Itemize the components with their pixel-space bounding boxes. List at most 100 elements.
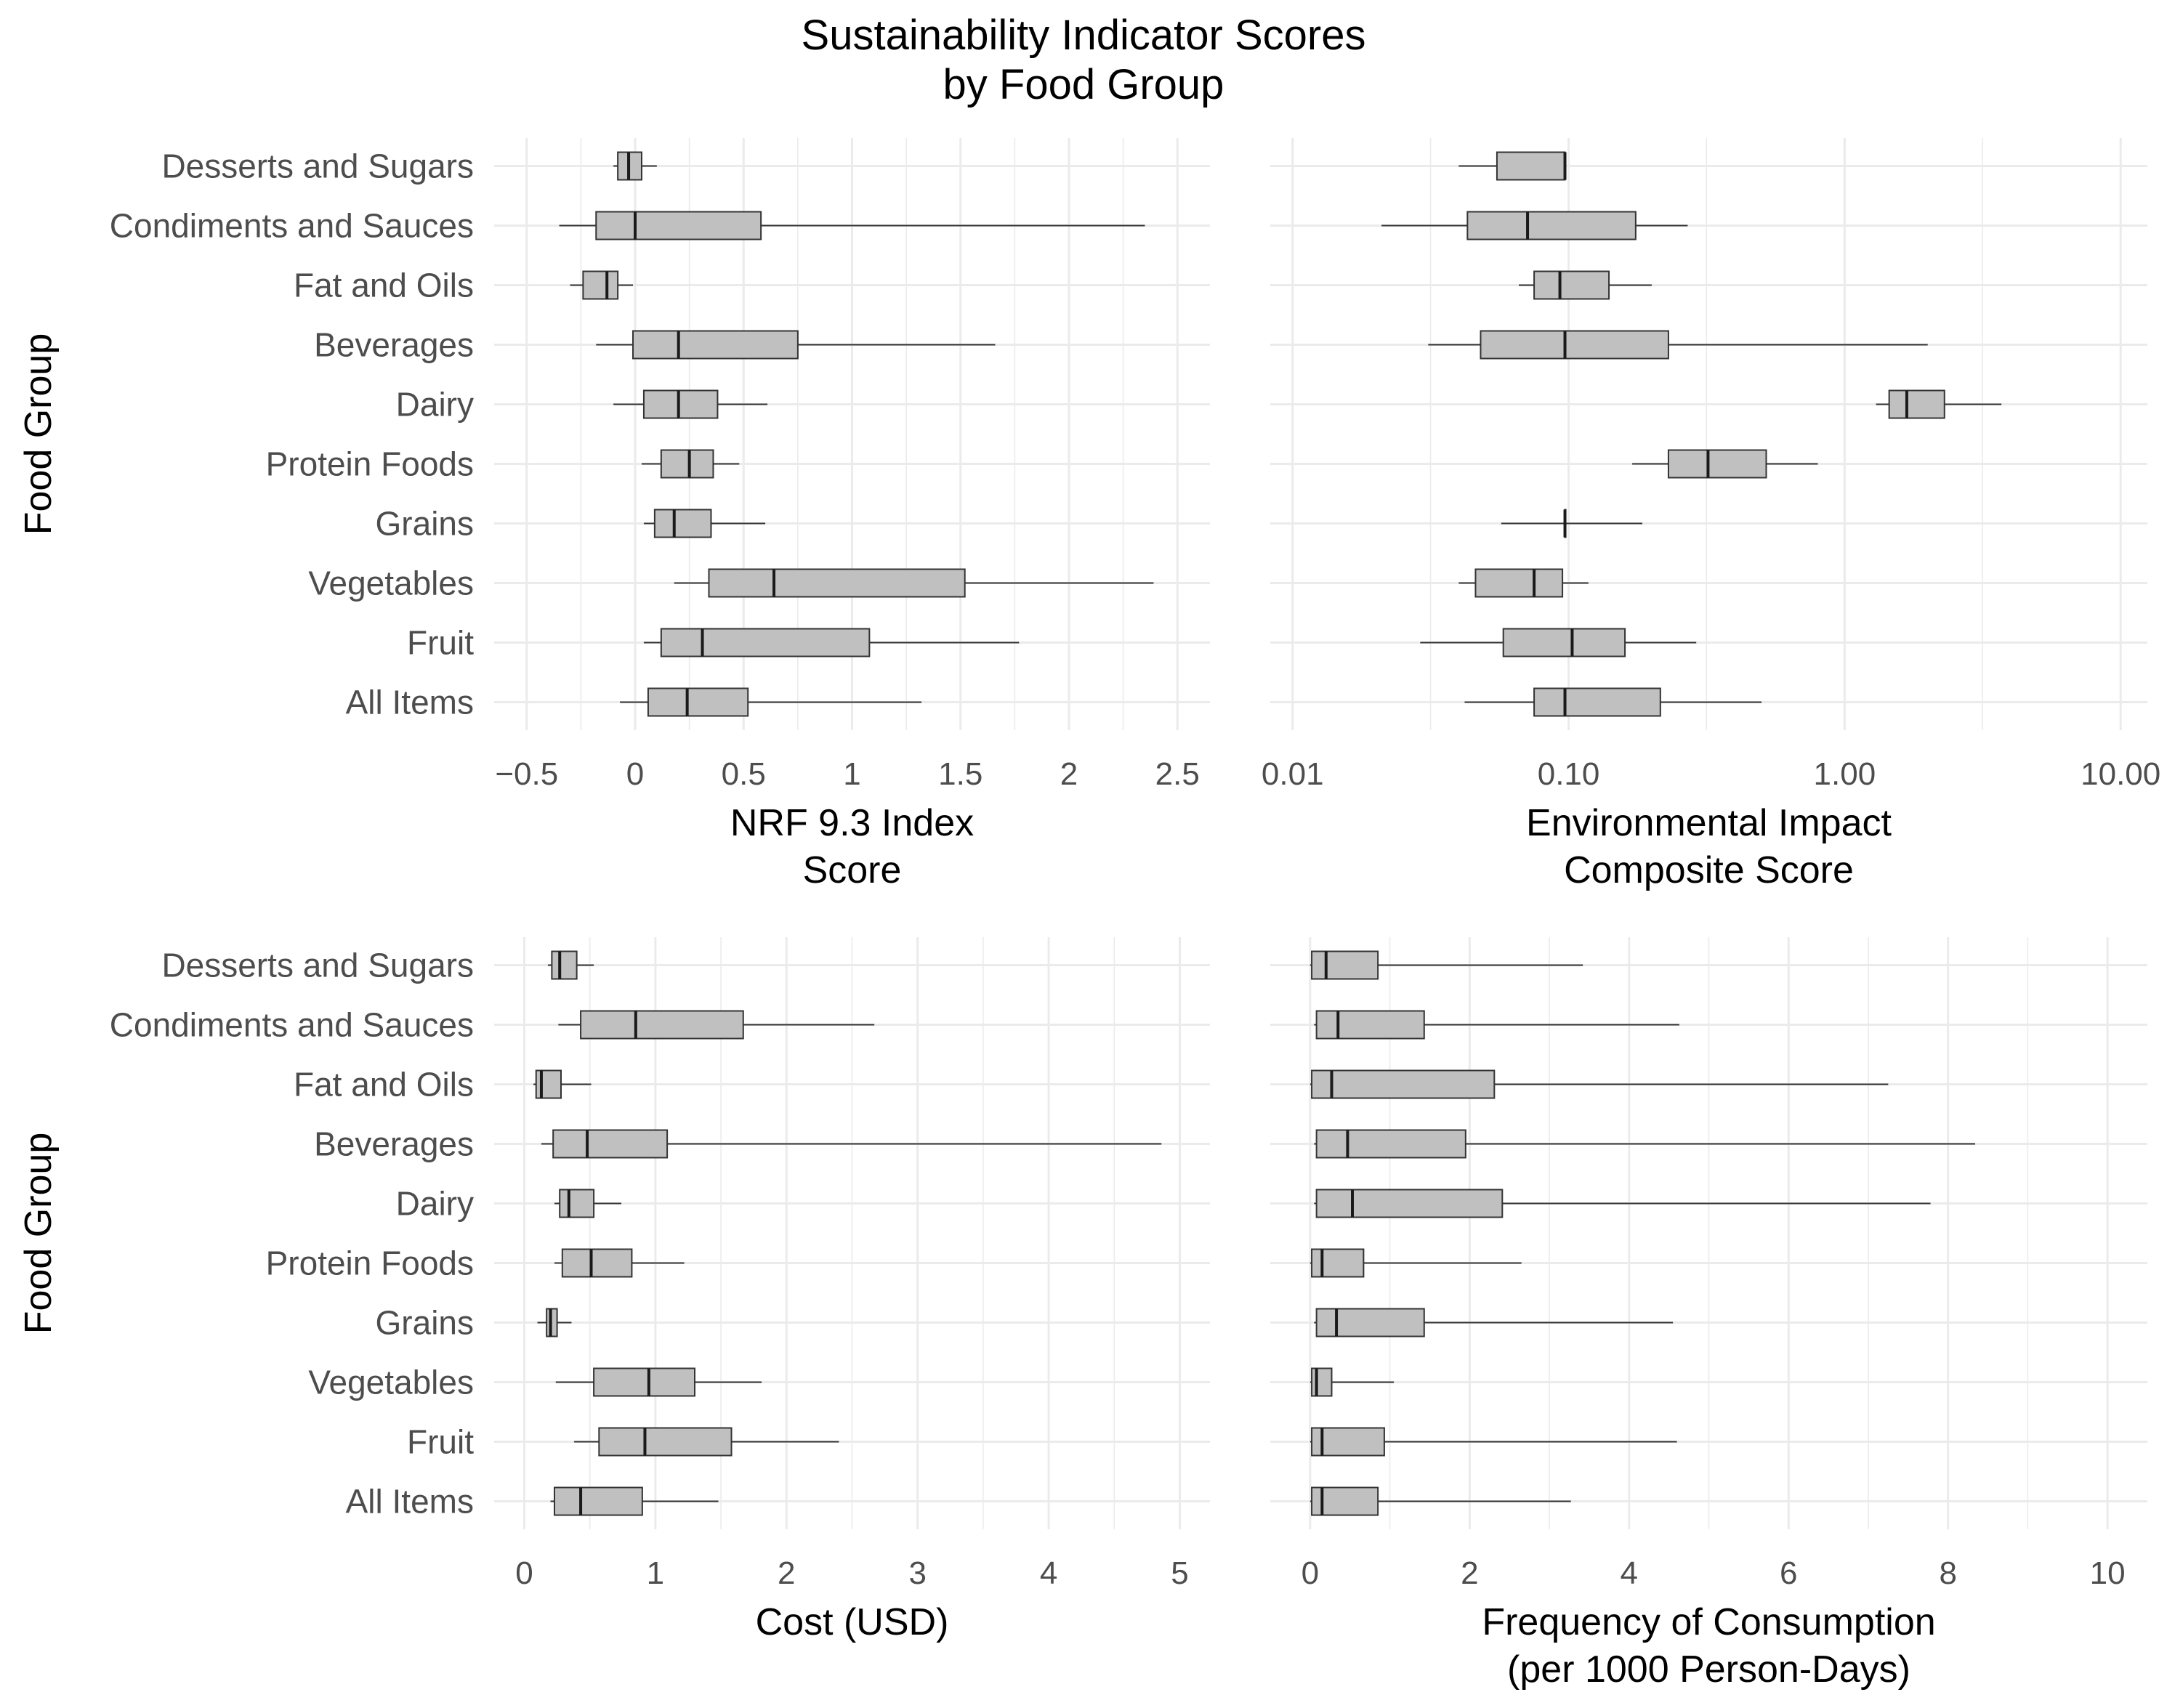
x-tick-label: 3 <box>908 1555 926 1591</box>
y-tick-label: Protein Foods <box>266 1244 474 1282</box>
x-tick-label: 4 <box>1040 1555 1057 1591</box>
boxplot-all-items <box>620 687 922 717</box>
y-tick-label: Beverages <box>314 1125 474 1163</box>
boxplot-dairy <box>1876 389 2002 419</box>
panel-4: 0 2 4 6 8 10 Frequency of Consumption (per 1000… <box>1270 937 2147 1691</box>
y-tick-label: Vegetables <box>308 564 474 602</box>
x-tick-label: 2 <box>778 1555 795 1591</box>
y-tick-label: Condiments and Sauces <box>110 207 474 245</box>
box-iqr <box>1474 568 1564 598</box>
y-tick-label: Grains <box>376 505 474 543</box>
x-tick-label: 1.00 <box>1814 756 1876 792</box>
box-iqr <box>535 1069 562 1099</box>
x-tick-label: 0 <box>1302 1555 1319 1591</box>
box-iqr <box>653 509 712 538</box>
x-tick-label: 0.01 <box>1262 756 1324 792</box>
boxplot-vegetables <box>555 1367 762 1397</box>
box-iqr <box>582 270 619 300</box>
box-iqr <box>1480 330 1669 360</box>
boxplot-grains <box>1314 1308 1674 1337</box>
boxplot-fruit <box>1420 628 1697 657</box>
boxplot-fat-and-oils <box>1519 270 1652 300</box>
x-axis-title-line-1: Environmental Impact <box>1526 802 1892 844</box>
boxplot-beverages <box>596 330 996 360</box>
boxplot-fruit <box>574 1427 839 1457</box>
box-iqr <box>1311 950 1379 980</box>
boxplot-protein-foods <box>1310 1248 1522 1278</box>
facet-panels: Desserts and Sugars Condiments and Sauces… <box>17 138 2160 1691</box>
box-iqr <box>593 1367 696 1397</box>
boxplot-condiments-and-sauces <box>1314 1010 1679 1040</box>
y-tick-label: Desserts and Sugars <box>161 147 474 185</box>
x-tick-label: −0.5 <box>495 756 558 792</box>
y-tick-label: Fruit <box>407 1423 474 1461</box>
boxplot-fat-and-oils <box>1310 1069 1889 1099</box>
x-tick-label: 8 <box>1939 1555 1956 1591</box>
boxplot-all-items <box>1310 1486 1571 1516</box>
y-tick-label: Dairy <box>396 386 474 424</box>
box-iqr <box>1466 211 1637 240</box>
x-tick-label: 4 <box>1621 1555 1638 1591</box>
y-axis-title: Food Group <box>17 1133 60 1335</box>
x-axis-title-line-2: Composite Score <box>1564 849 1854 891</box>
boxplot-grains <box>537 1308 572 1337</box>
boxplot-fruit <box>643 628 1020 657</box>
box-iqr <box>1311 1069 1496 1099</box>
box-iqr <box>642 389 719 419</box>
panel-1: Desserts and Sugars Condiments and Sauces… <box>17 138 1210 891</box>
boxplot-beverages <box>1428 330 1928 360</box>
x-tick-label: 0 <box>626 756 644 792</box>
boxplot-desserts-and-sugars <box>613 151 657 181</box>
x-tick-label: 1.5 <box>938 756 982 792</box>
boxplot-vegetables <box>1310 1367 1395 1397</box>
y-axis-title: Food Group <box>17 333 60 535</box>
box-iqr <box>1533 270 1610 300</box>
box-iqr <box>1496 151 1566 181</box>
boxplot-condiments-and-sauces <box>559 211 1145 240</box>
boxplot-vegetables <box>674 568 1154 598</box>
x-tick-label: 0.5 <box>722 756 766 792</box>
boxplot-fat-and-oils <box>570 270 634 300</box>
boxplot-beverages <box>1314 1129 1975 1159</box>
box-iqr <box>660 628 871 657</box>
y-tick-label: Condiments and Sauces <box>110 1006 474 1044</box>
box-iqr <box>1315 1129 1466 1159</box>
panel-2: 0.01 0.10 1.00 10.00 Environmental Impact Com… <box>1262 138 2160 891</box>
x-tick-label: 10 <box>2090 1555 2126 1591</box>
box-iqr <box>1311 1367 1333 1397</box>
y-tick-label: Dairy <box>396 1185 474 1223</box>
box-iqr <box>1502 628 1626 657</box>
box-iqr <box>598 1427 733 1457</box>
box-iqr <box>559 1189 595 1218</box>
boxplot-all-items <box>550 1486 719 1516</box>
box-iqr <box>561 1248 633 1278</box>
x-tick-label: 5 <box>1171 1555 1188 1591</box>
box-iqr <box>708 568 966 598</box>
box-iqr <box>632 330 799 360</box>
box-iqr <box>1888 389 1945 419</box>
x-tick-label: 1 <box>843 756 860 792</box>
y-tick-label: Grains <box>376 1304 474 1342</box>
box-iqr <box>580 1010 744 1040</box>
box-iqr <box>1311 1427 1385 1457</box>
y-tick-label: Vegetables <box>308 1364 474 1401</box>
x-tick-label: 10.00 <box>2081 756 2160 792</box>
y-tick-label: Beverages <box>314 326 474 364</box>
y-tick-label: All Items <box>346 684 474 721</box>
x-tick-label: 1 <box>647 1555 664 1591</box>
box-iqr <box>1667 449 1767 479</box>
boxplot-protein-foods <box>641 449 740 479</box>
chart-title-line-1: Sustainability Indicator Scores <box>802 12 1366 59</box>
chart-title-line-2: by Food Group <box>943 61 1224 108</box>
y-tick-label: Fruit <box>407 624 474 662</box>
box-iqr <box>647 687 749 717</box>
boxplot-grains <box>1501 509 1643 538</box>
x-tick-label: 2.5 <box>1155 756 1200 792</box>
y-tick-label: All Items <box>346 1483 474 1521</box>
y-tick-label: Fat and Oils <box>294 1066 474 1104</box>
x-tick-label: 6 <box>1780 1555 1797 1591</box>
x-axis-title-line-1: Cost (USD) <box>756 1601 949 1643</box>
boxplot-beverages <box>541 1129 1162 1159</box>
boxplot-protein-foods <box>1632 449 1818 479</box>
box-iqr <box>660 449 714 479</box>
